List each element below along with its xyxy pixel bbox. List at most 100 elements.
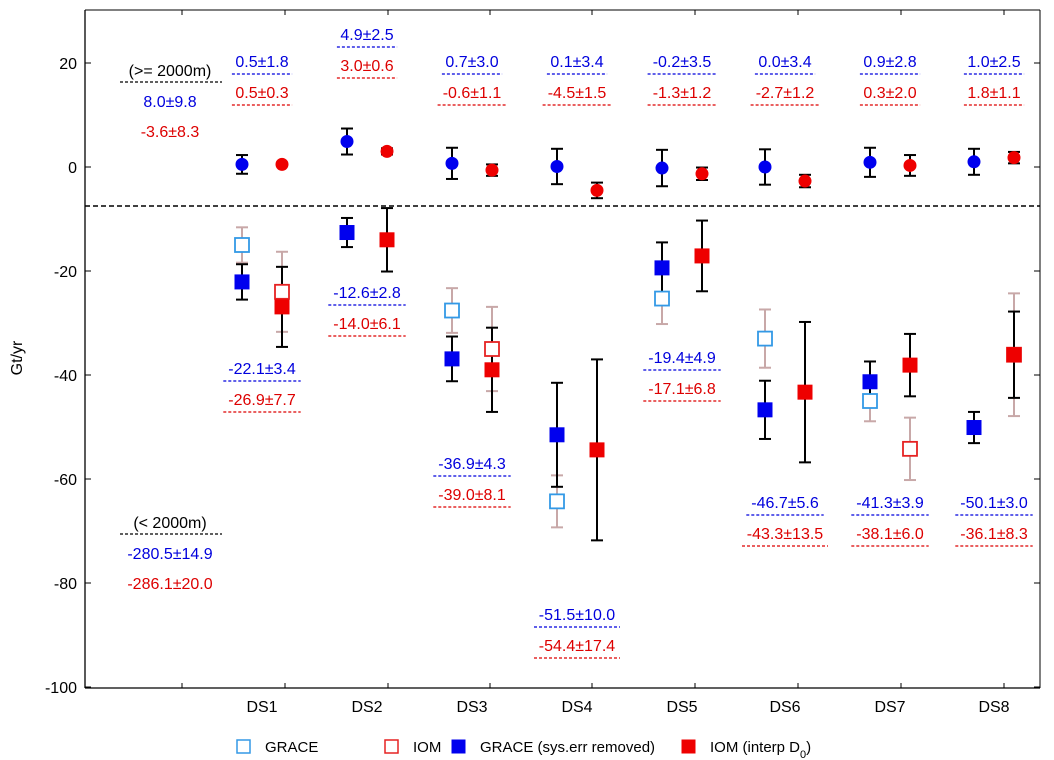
upper-iom-value-label: 3.0±0.6 bbox=[340, 58, 393, 75]
lower-grace-value-label: -50.1±3.0 bbox=[960, 495, 1028, 512]
grace-open-marker bbox=[234, 237, 250, 253]
upper-grace-point bbox=[758, 160, 772, 174]
iom-interp-marker bbox=[797, 384, 813, 400]
legend: GRACE IOM GRACE (sys.err removed) IOM (inte… bbox=[236, 739, 811, 760]
grace-open-marker bbox=[549, 493, 565, 510]
iom-interp-marker bbox=[589, 442, 605, 458]
iom-interp-marker bbox=[379, 232, 395, 248]
x-axis-ticks: DS1 DS2 DS3 DS4 DS5 DS6 DS7 DS8 bbox=[181, 10, 1010, 716]
lower-grace-value-label: -22.1±3.4 bbox=[228, 361, 296, 378]
lower-grace-value-label: -36.9±4.3 bbox=[438, 456, 506, 473]
x-tick-label: DS4 bbox=[561, 699, 592, 716]
lower-grace-value-label: -51.5±10.0 bbox=[539, 607, 615, 624]
lower-grace-value-label: -46.7±5.6 bbox=[751, 495, 819, 512]
upper-grace-value-label: 4.9±2.5 bbox=[340, 27, 393, 44]
legend-marker-iom bbox=[384, 739, 399, 754]
plot-frame bbox=[84, 9, 1041, 689]
legend-label-grace: GRACE bbox=[265, 739, 318, 756]
grace-open-marker bbox=[444, 302, 460, 319]
y-tick-label: -100 bbox=[45, 680, 77, 697]
iom-interp-marker bbox=[274, 299, 290, 315]
upper-iom-value-label: 0.3±2.0 bbox=[863, 85, 916, 102]
grace-open-marker bbox=[757, 330, 773, 347]
upper-grace-point bbox=[235, 157, 249, 171]
lower-grace-value-label: -41.3±3.9 bbox=[856, 495, 924, 512]
lower-iom-value-label: -39.0±8.1 bbox=[438, 487, 506, 504]
lower-iom-value-label: -38.1±6.0 bbox=[856, 526, 924, 543]
legend-label-iom: IOM bbox=[413, 739, 441, 756]
upper-grace-point bbox=[550, 159, 564, 173]
legend-marker-grace bbox=[236, 739, 251, 754]
iom-interp-marker bbox=[1006, 347, 1022, 363]
grace-sys-marker bbox=[444, 351, 460, 367]
upper-iom-point bbox=[590, 183, 604, 197]
lower-iom-value-label: -26.9±7.7 bbox=[228, 392, 296, 409]
lower-total-grace-total: -280.5±14.9 bbox=[127, 546, 212, 563]
legend-marker-grace_sys bbox=[451, 739, 466, 754]
upper-grace-value-label: 0.1±3.4 bbox=[550, 54, 603, 71]
total-annotations: (>= 2000m) 8.0±9.8 -3.6±8.3 (< 2000m) -280.5… bbox=[120, 63, 222, 593]
grace-sys-marker bbox=[757, 402, 773, 418]
upper-grace-value-label: 0.0±3.4 bbox=[758, 54, 811, 71]
grace-sys-marker bbox=[654, 260, 670, 276]
grace-sys-marker bbox=[862, 374, 878, 390]
upper-total-grace-total: 8.0±9.8 bbox=[143, 94, 196, 111]
upper-grace-value-label: 0.9±2.8 bbox=[863, 54, 916, 71]
y-tick-label: -40 bbox=[54, 368, 77, 385]
upper-iom-value-label: -0.6±1.1 bbox=[443, 85, 502, 102]
lower-total-iom-total: -286.1±20.0 bbox=[127, 576, 212, 593]
x-tick-label: DS1 bbox=[246, 699, 277, 716]
lower-iom-value-label: -36.1±8.3 bbox=[960, 526, 1028, 543]
upper-iom-value-label: -4.5±1.5 bbox=[548, 85, 607, 102]
upper-iom-point bbox=[275, 157, 289, 171]
x-tick-label: DS3 bbox=[456, 699, 487, 716]
x-tick-label: DS2 bbox=[351, 699, 382, 716]
iom-open-marker bbox=[902, 440, 918, 457]
lower-grace-value-label: -19.4±4.9 bbox=[648, 350, 716, 367]
lower-grace-value-label: -12.6±2.8 bbox=[333, 285, 401, 302]
upper-iom-point bbox=[1007, 151, 1021, 165]
iom-open-marker bbox=[274, 283, 290, 300]
grace-sys-marker bbox=[966, 420, 982, 436]
upper-iom-value-label: 1.8±1.1 bbox=[967, 85, 1020, 102]
x-tick-label: DS7 bbox=[874, 699, 905, 716]
y-tick-label: -80 bbox=[54, 576, 77, 593]
legend-label-grace_sys: GRACE (sys.err removed) bbox=[480, 739, 655, 756]
y-tick-label: -20 bbox=[54, 264, 77, 281]
upper-iom-point bbox=[695, 167, 709, 181]
grace-sys-marker bbox=[339, 225, 355, 241]
upper-grace-point bbox=[445, 156, 459, 170]
x-tick-label: DS8 bbox=[978, 699, 1009, 716]
x-tick-label: DS6 bbox=[769, 699, 800, 716]
upper-iom-value-label: -2.7±1.2 bbox=[756, 85, 815, 102]
upper-total-label: (>= 2000m) bbox=[129, 63, 212, 80]
x-tick-label: DS5 bbox=[666, 699, 697, 716]
iom-interp-marker bbox=[902, 357, 918, 373]
upper-iom-point bbox=[380, 144, 394, 158]
upper-grace-value-label: 0.5±1.8 bbox=[235, 54, 288, 71]
lower-total-label: (< 2000m) bbox=[133, 515, 206, 532]
y-tick-label: 0 bbox=[68, 160, 77, 177]
upper-grace-value-label: 0.7±3.0 bbox=[445, 54, 498, 71]
y-tick-label: -60 bbox=[54, 472, 77, 489]
error-bars bbox=[236, 127, 1020, 542]
grace-open-marker bbox=[654, 290, 670, 307]
upper-grace-point bbox=[340, 135, 354, 149]
upper-grace-point bbox=[967, 155, 981, 169]
upper-iom-value-label: 0.5±0.3 bbox=[235, 85, 288, 102]
lower-iom-value-label: -17.1±6.8 bbox=[648, 381, 716, 398]
data-markers bbox=[234, 135, 1022, 510]
iom-interp-marker bbox=[484, 362, 500, 378]
grace-sys-marker bbox=[549, 427, 565, 443]
iom-open-marker bbox=[484, 341, 500, 357]
value-annotations: 0.5±1.8 0.5±0.3 4.9±2.5 3.0±0.6 0.7±3.0 -0.6±… bbox=[223, 27, 1033, 659]
grace-open-marker bbox=[862, 393, 878, 409]
lower-iom-value-label: -43.3±13.5 bbox=[747, 526, 823, 543]
y-axis-ticks: 20 0 -20 -40 -60 -80 -100 bbox=[45, 56, 1040, 697]
iom-interp-marker bbox=[694, 248, 710, 264]
upper-grace-value-label: 1.0±2.5 bbox=[967, 54, 1020, 71]
y-axis-title: Gt/yr bbox=[9, 340, 26, 375]
upper-grace-point bbox=[655, 161, 669, 175]
lower-iom-value-label: -54.4±17.4 bbox=[539, 638, 615, 655]
